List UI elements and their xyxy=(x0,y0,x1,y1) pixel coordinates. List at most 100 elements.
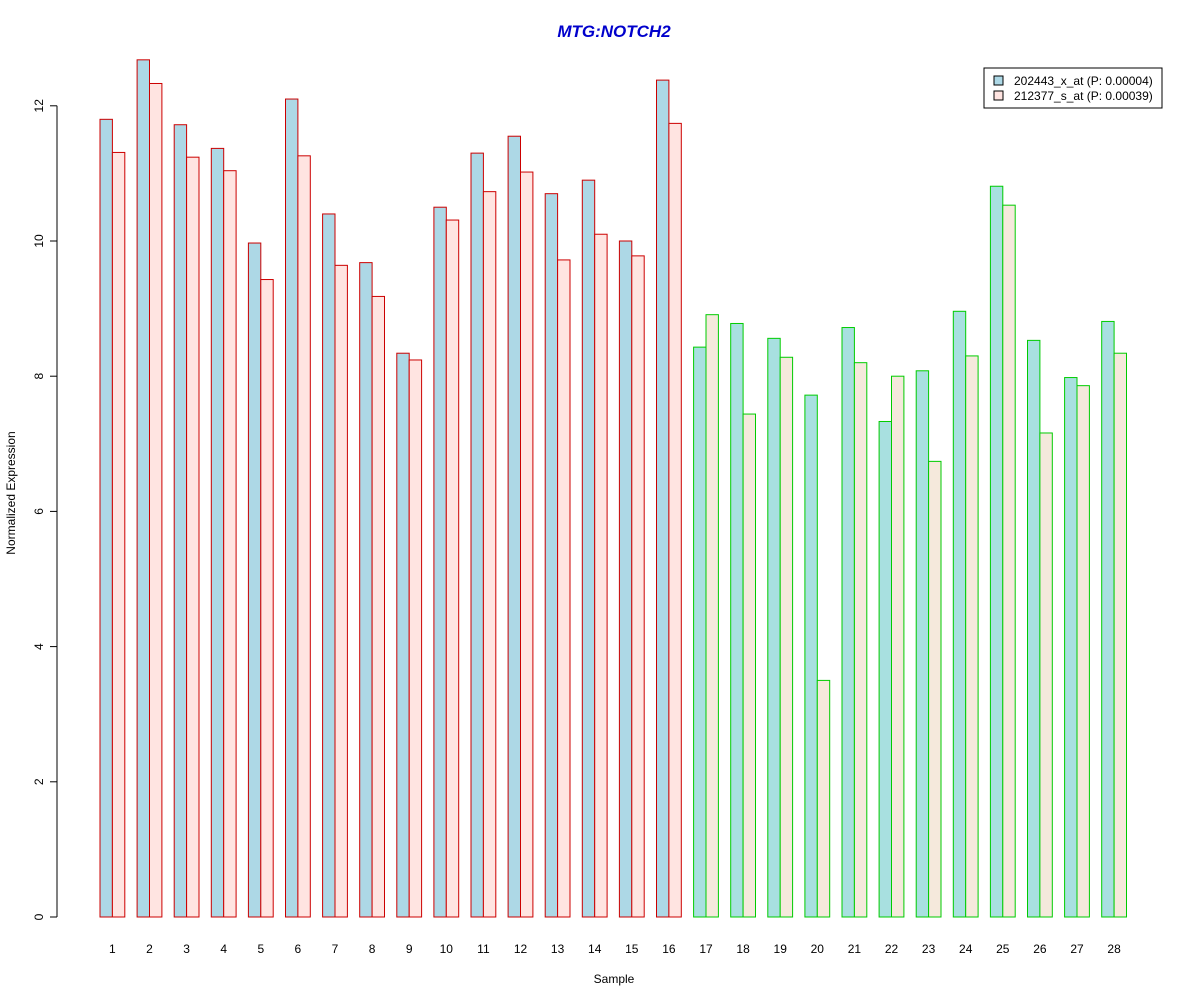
bar-series-1 xyxy=(359,262,373,918)
bar-series-2 xyxy=(482,191,497,918)
x-axis-label: Sample xyxy=(594,972,635,986)
bar-series-1 xyxy=(99,118,113,918)
x-tick-label: 15 xyxy=(625,942,639,956)
x-tick-label: 26 xyxy=(1033,942,1047,956)
x-tick-labels: 1 2 3 4 5 6 7 8 9 10 11 12 13 14 15 16 17 18 19 20 21 22 23 24 2… xyxy=(109,942,1121,956)
x-tick-label: 21 xyxy=(848,942,862,956)
bar-series-2 xyxy=(1113,352,1127,918)
bar-series-2 xyxy=(557,259,571,918)
bars xyxy=(99,59,1127,918)
bar-series-2 xyxy=(779,356,794,918)
bar-series-2 xyxy=(705,314,719,918)
bar-series-1 xyxy=(285,98,299,918)
bar-series-1 xyxy=(136,59,151,918)
x-tick-label: 25 xyxy=(996,942,1010,956)
bar-series-2 xyxy=(594,233,608,918)
bar-series-2 xyxy=(520,171,534,918)
y-tick-label: 6 xyxy=(32,508,46,515)
y-axis-label: Normalized Expression xyxy=(4,431,18,554)
bar-series-1 xyxy=(322,213,336,918)
x-tick-label: 11 xyxy=(477,942,490,956)
legend: 202443_x_at (P: 0.00004)212377_s_at (P: … xyxy=(983,67,1163,109)
bar-series-2 xyxy=(111,151,126,918)
chart-title: MTG:NOTCH2 xyxy=(557,22,671,41)
x-tick-label: 22 xyxy=(885,942,899,956)
bar-series-2 xyxy=(668,122,682,918)
bar-series-1 xyxy=(1027,339,1041,918)
bar-series-1 xyxy=(507,135,522,918)
bar-series-1 xyxy=(841,327,855,918)
bar-series-2 xyxy=(853,362,868,918)
bar-series-1 xyxy=(544,193,559,918)
x-tick-label: 12 xyxy=(514,942,528,956)
bar-series-1 xyxy=(470,152,484,918)
x-tick-label: 24 xyxy=(959,942,973,956)
bar-series-2 xyxy=(445,219,460,918)
y-axis: 0 2 4 6 8 10 12 xyxy=(32,99,58,920)
x-tick-label: 6 xyxy=(295,942,302,956)
x-tick-label: 19 xyxy=(774,942,788,956)
bar-series-1 xyxy=(952,310,967,918)
y-tick-label: 10 xyxy=(32,234,46,248)
bar-series-1 xyxy=(693,346,707,918)
y-tick-label: 0 xyxy=(32,913,46,920)
bar-series-1 xyxy=(581,179,596,918)
legend-label: 212377_s_at (P: 0.00039) xyxy=(1014,89,1153,103)
x-tick-label: 10 xyxy=(440,942,454,956)
bar-series-2 xyxy=(742,413,756,918)
bar-series-1 xyxy=(396,352,410,918)
x-tick-label: 3 xyxy=(183,942,190,956)
x-tick-label: 28 xyxy=(1107,942,1121,956)
bar-series-1 xyxy=(173,124,188,918)
bar-series-1 xyxy=(767,337,781,918)
bar-series-2 xyxy=(223,170,237,918)
bar-series-2 xyxy=(631,255,645,918)
x-tick-label: 20 xyxy=(811,942,825,956)
x-tick-label: 27 xyxy=(1070,942,1084,956)
x-tick-label: 4 xyxy=(220,942,227,956)
bar-series-2 xyxy=(816,679,831,918)
bar-series-1 xyxy=(210,147,225,918)
x-tick-label: 2 xyxy=(146,942,153,956)
bar-series-2 xyxy=(1002,204,1016,918)
y-tick-label: 8 xyxy=(32,373,46,380)
bar-series-2 xyxy=(1076,385,1090,918)
x-tick-label: 13 xyxy=(551,942,565,956)
bar-series-1 xyxy=(656,79,670,918)
x-tick-label: 14 xyxy=(588,942,602,956)
bar-series-2 xyxy=(297,155,311,918)
bar-series-2 xyxy=(334,264,348,918)
bar-series-2 xyxy=(928,460,942,918)
legend-label: 202443_x_at (P: 0.00004) xyxy=(1014,74,1153,88)
x-tick-label: 7 xyxy=(332,942,339,956)
bar-series-1 xyxy=(247,242,262,918)
legend-swatch xyxy=(993,90,1004,101)
bar-series-2 xyxy=(149,82,163,918)
bar-series-1 xyxy=(730,322,744,918)
bar-series-2 xyxy=(965,355,979,918)
bar-series-1 xyxy=(989,185,1004,918)
x-tick-label: 1 xyxy=(109,942,116,956)
bar-series-2 xyxy=(186,156,200,918)
bar-series-1 xyxy=(804,394,818,918)
bar-series-2 xyxy=(1039,432,1053,918)
x-tick-label: 5 xyxy=(257,942,264,956)
bar-series-2 xyxy=(371,295,386,918)
bar-series-1 xyxy=(433,206,447,918)
bar-series-2 xyxy=(408,359,423,918)
x-tick-label: 9 xyxy=(406,942,413,956)
legend-swatch xyxy=(993,75,1004,86)
x-tick-label: 17 xyxy=(699,942,713,956)
y-tick-label: 12 xyxy=(32,99,46,113)
bar-series-1 xyxy=(618,240,633,918)
x-tick-label: 8 xyxy=(369,942,376,956)
y-tick-label: 2 xyxy=(32,778,46,785)
bar-series-1 xyxy=(1064,377,1078,918)
x-tick-label: 18 xyxy=(736,942,750,956)
bar-series-1 xyxy=(1101,320,1115,918)
y-tick-label: 4 xyxy=(32,643,46,650)
legend-box xyxy=(983,67,1163,109)
bar-series-1 xyxy=(878,420,892,918)
bar-series-1 xyxy=(915,370,930,918)
